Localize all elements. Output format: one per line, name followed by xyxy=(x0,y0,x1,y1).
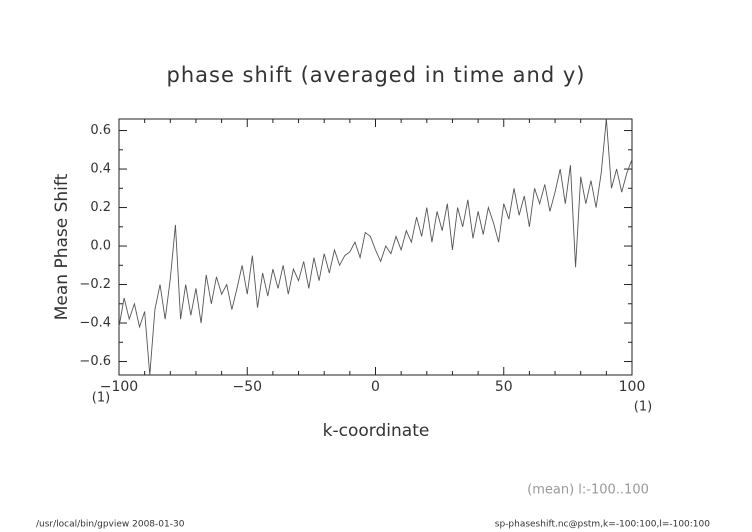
chart-title: phase shift (averaged in time and y) xyxy=(167,63,586,87)
x-unit-right: (1) xyxy=(634,400,652,415)
x-tick-label: −50 xyxy=(232,379,262,395)
y-axis-label: Mean Phase Shift xyxy=(52,173,72,320)
y-tick-label: 0.0 xyxy=(90,239,111,254)
footer-right: sp-phaseshift.nc@pstm,k=-100:100,l=-100:… xyxy=(495,520,711,530)
y-tick-label: 0.2 xyxy=(90,200,111,215)
x-tick-label: 0 xyxy=(371,379,380,395)
y-tick-label: 0.4 xyxy=(90,162,111,177)
data-line xyxy=(118,118,633,376)
y-tick-label: 0.6 xyxy=(90,123,111,138)
x-unit-left: (1) xyxy=(92,391,110,406)
plot-frame xyxy=(118,118,633,376)
x-tick-label: 100 xyxy=(619,379,646,395)
x-tick-label: 50 xyxy=(495,379,513,395)
footer-left: /usr/local/bin/gpview 2008-01-30 xyxy=(36,520,185,530)
x-tick-label: −100 xyxy=(100,379,138,395)
x-axis-label: k-coordinate xyxy=(323,421,430,441)
y-tick-label: −0.4 xyxy=(79,316,111,331)
y-tick-label: −0.2 xyxy=(79,277,111,292)
annotation: (mean) l:-100..100 xyxy=(527,483,649,498)
y-tick-label: −0.6 xyxy=(79,354,111,369)
